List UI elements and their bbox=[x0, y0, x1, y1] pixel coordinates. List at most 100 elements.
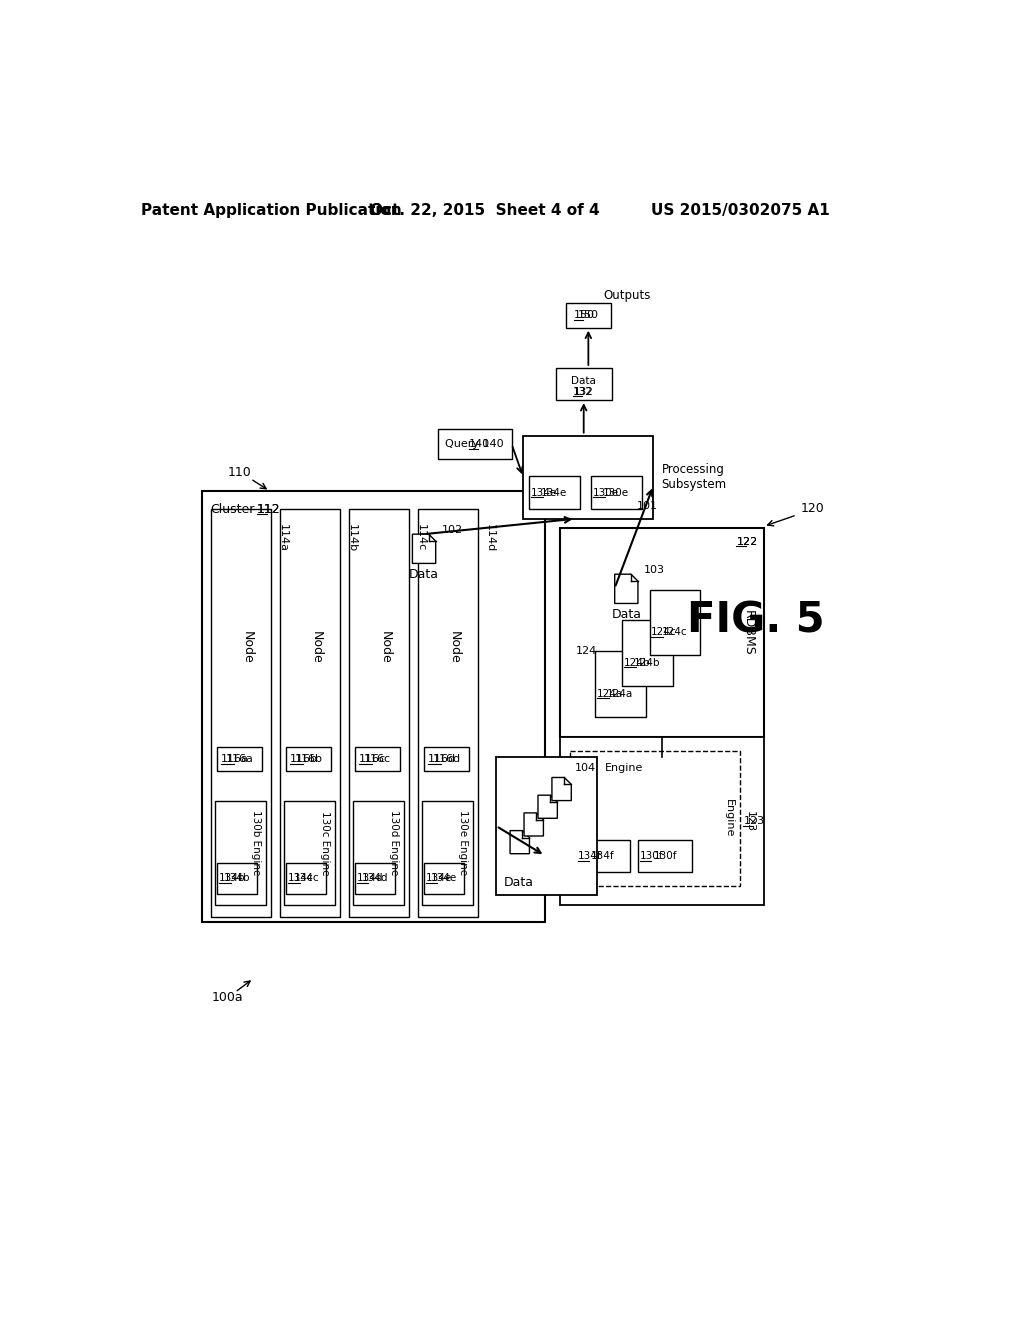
Bar bbox=[203, 491, 545, 923]
Bar bbox=[284, 801, 335, 906]
Text: 116c: 116c bbox=[359, 754, 386, 764]
Text: 134e: 134e bbox=[531, 487, 557, 498]
Bar bbox=[523, 436, 653, 519]
Bar bbox=[566, 304, 611, 327]
Text: 130e Engine: 130e Engine bbox=[458, 810, 468, 875]
Text: Oct. 22, 2015  Sheet 4 of 4: Oct. 22, 2015 Sheet 4 of 4 bbox=[370, 203, 599, 218]
Polygon shape bbox=[413, 535, 435, 564]
Text: 110: 110 bbox=[227, 466, 251, 479]
Text: 116b: 116b bbox=[295, 754, 323, 764]
Text: 130f: 130f bbox=[653, 851, 677, 861]
Text: 134e: 134e bbox=[431, 874, 458, 883]
Text: 130c Engine: 130c Engine bbox=[321, 810, 330, 875]
Bar bbox=[352, 801, 403, 906]
Text: 124a: 124a bbox=[597, 689, 624, 698]
Text: 134c: 134c bbox=[288, 874, 313, 883]
Bar bbox=[418, 508, 478, 917]
Text: 150: 150 bbox=[578, 310, 599, 321]
Text: 134d: 134d bbox=[361, 874, 388, 883]
Text: 104: 104 bbox=[575, 763, 596, 774]
Text: 124a: 124a bbox=[607, 689, 633, 698]
Bar bbox=[424, 863, 464, 894]
Bar bbox=[623, 620, 673, 686]
Text: 124c: 124c bbox=[662, 627, 687, 638]
Bar bbox=[556, 368, 611, 400]
Text: 130f: 130f bbox=[640, 851, 663, 861]
Text: 130d Engine: 130d Engine bbox=[389, 810, 399, 875]
Text: 112: 112 bbox=[257, 503, 281, 516]
Bar bbox=[575, 840, 630, 873]
Polygon shape bbox=[524, 813, 544, 836]
Text: Data: Data bbox=[571, 376, 596, 385]
Bar bbox=[595, 651, 646, 717]
Text: US 2015/0302075 A1: US 2015/0302075 A1 bbox=[651, 203, 829, 218]
Text: 101: 101 bbox=[636, 502, 657, 511]
Text: 114d: 114d bbox=[484, 524, 495, 552]
Text: 150: 150 bbox=[573, 310, 595, 321]
Polygon shape bbox=[552, 777, 571, 800]
Text: Patent Application Publication: Patent Application Publication bbox=[141, 203, 401, 218]
Text: 116d: 116d bbox=[428, 754, 456, 764]
Bar bbox=[286, 863, 327, 894]
Text: 134f: 134f bbox=[578, 851, 601, 861]
Text: 132: 132 bbox=[573, 387, 594, 397]
Text: Data: Data bbox=[504, 875, 534, 888]
Bar bbox=[638, 840, 692, 873]
Polygon shape bbox=[538, 795, 557, 818]
Text: 124b: 124b bbox=[624, 657, 650, 668]
Text: 102: 102 bbox=[442, 525, 463, 536]
Text: 134b: 134b bbox=[224, 874, 251, 883]
Bar bbox=[496, 758, 597, 895]
Text: FIG. 5: FIG. 5 bbox=[687, 599, 824, 642]
Text: 122: 122 bbox=[736, 537, 758, 546]
Bar bbox=[649, 590, 700, 655]
Text: 134f: 134f bbox=[591, 851, 614, 861]
Text: 132: 132 bbox=[572, 387, 593, 397]
Text: 123: 123 bbox=[744, 810, 755, 832]
Text: 120: 120 bbox=[801, 502, 824, 515]
Text: Engine: Engine bbox=[724, 800, 733, 838]
Bar bbox=[422, 801, 473, 906]
Text: Data: Data bbox=[409, 568, 439, 581]
Bar bbox=[560, 528, 764, 738]
Bar bbox=[286, 747, 331, 771]
Text: 134d: 134d bbox=[356, 874, 383, 883]
Text: 134e: 134e bbox=[426, 874, 452, 883]
Text: 112: 112 bbox=[257, 503, 281, 516]
Text: 130e: 130e bbox=[593, 487, 620, 498]
Text: Data: Data bbox=[611, 607, 641, 620]
Text: RDBMS: RDBMS bbox=[741, 610, 755, 656]
Bar bbox=[529, 477, 580, 508]
Text: 114b: 114b bbox=[346, 524, 356, 552]
Text: 116a: 116a bbox=[221, 754, 249, 764]
Text: 130e: 130e bbox=[603, 487, 630, 498]
Text: 130b Engine: 130b Engine bbox=[251, 810, 261, 875]
Text: 134e: 134e bbox=[541, 487, 567, 498]
Polygon shape bbox=[614, 574, 638, 603]
Text: 140: 140 bbox=[469, 440, 490, 449]
Bar bbox=[217, 863, 257, 894]
Text: 116c: 116c bbox=[364, 754, 391, 764]
Text: 134c: 134c bbox=[294, 874, 319, 883]
Text: Processing
Subsystem: Processing Subsystem bbox=[662, 463, 726, 491]
Polygon shape bbox=[510, 830, 529, 854]
Bar bbox=[217, 747, 262, 771]
Bar bbox=[215, 801, 266, 906]
Text: Node: Node bbox=[447, 631, 461, 664]
Bar bbox=[349, 508, 410, 917]
Text: 124c: 124c bbox=[651, 627, 677, 638]
Bar bbox=[280, 508, 340, 917]
Text: Engine: Engine bbox=[605, 763, 643, 774]
Bar bbox=[355, 747, 400, 771]
Text: Outputs: Outputs bbox=[604, 289, 651, 302]
Bar bbox=[211, 508, 271, 917]
Bar bbox=[424, 747, 469, 771]
Text: 134b: 134b bbox=[219, 874, 245, 883]
Text: 122: 122 bbox=[736, 537, 758, 546]
Text: 114a: 114a bbox=[278, 524, 288, 552]
Text: Node: Node bbox=[309, 631, 323, 664]
Text: 123: 123 bbox=[743, 816, 765, 826]
Text: 100a: 100a bbox=[212, 991, 244, 1005]
Bar bbox=[569, 751, 740, 886]
Text: Node: Node bbox=[379, 631, 391, 664]
